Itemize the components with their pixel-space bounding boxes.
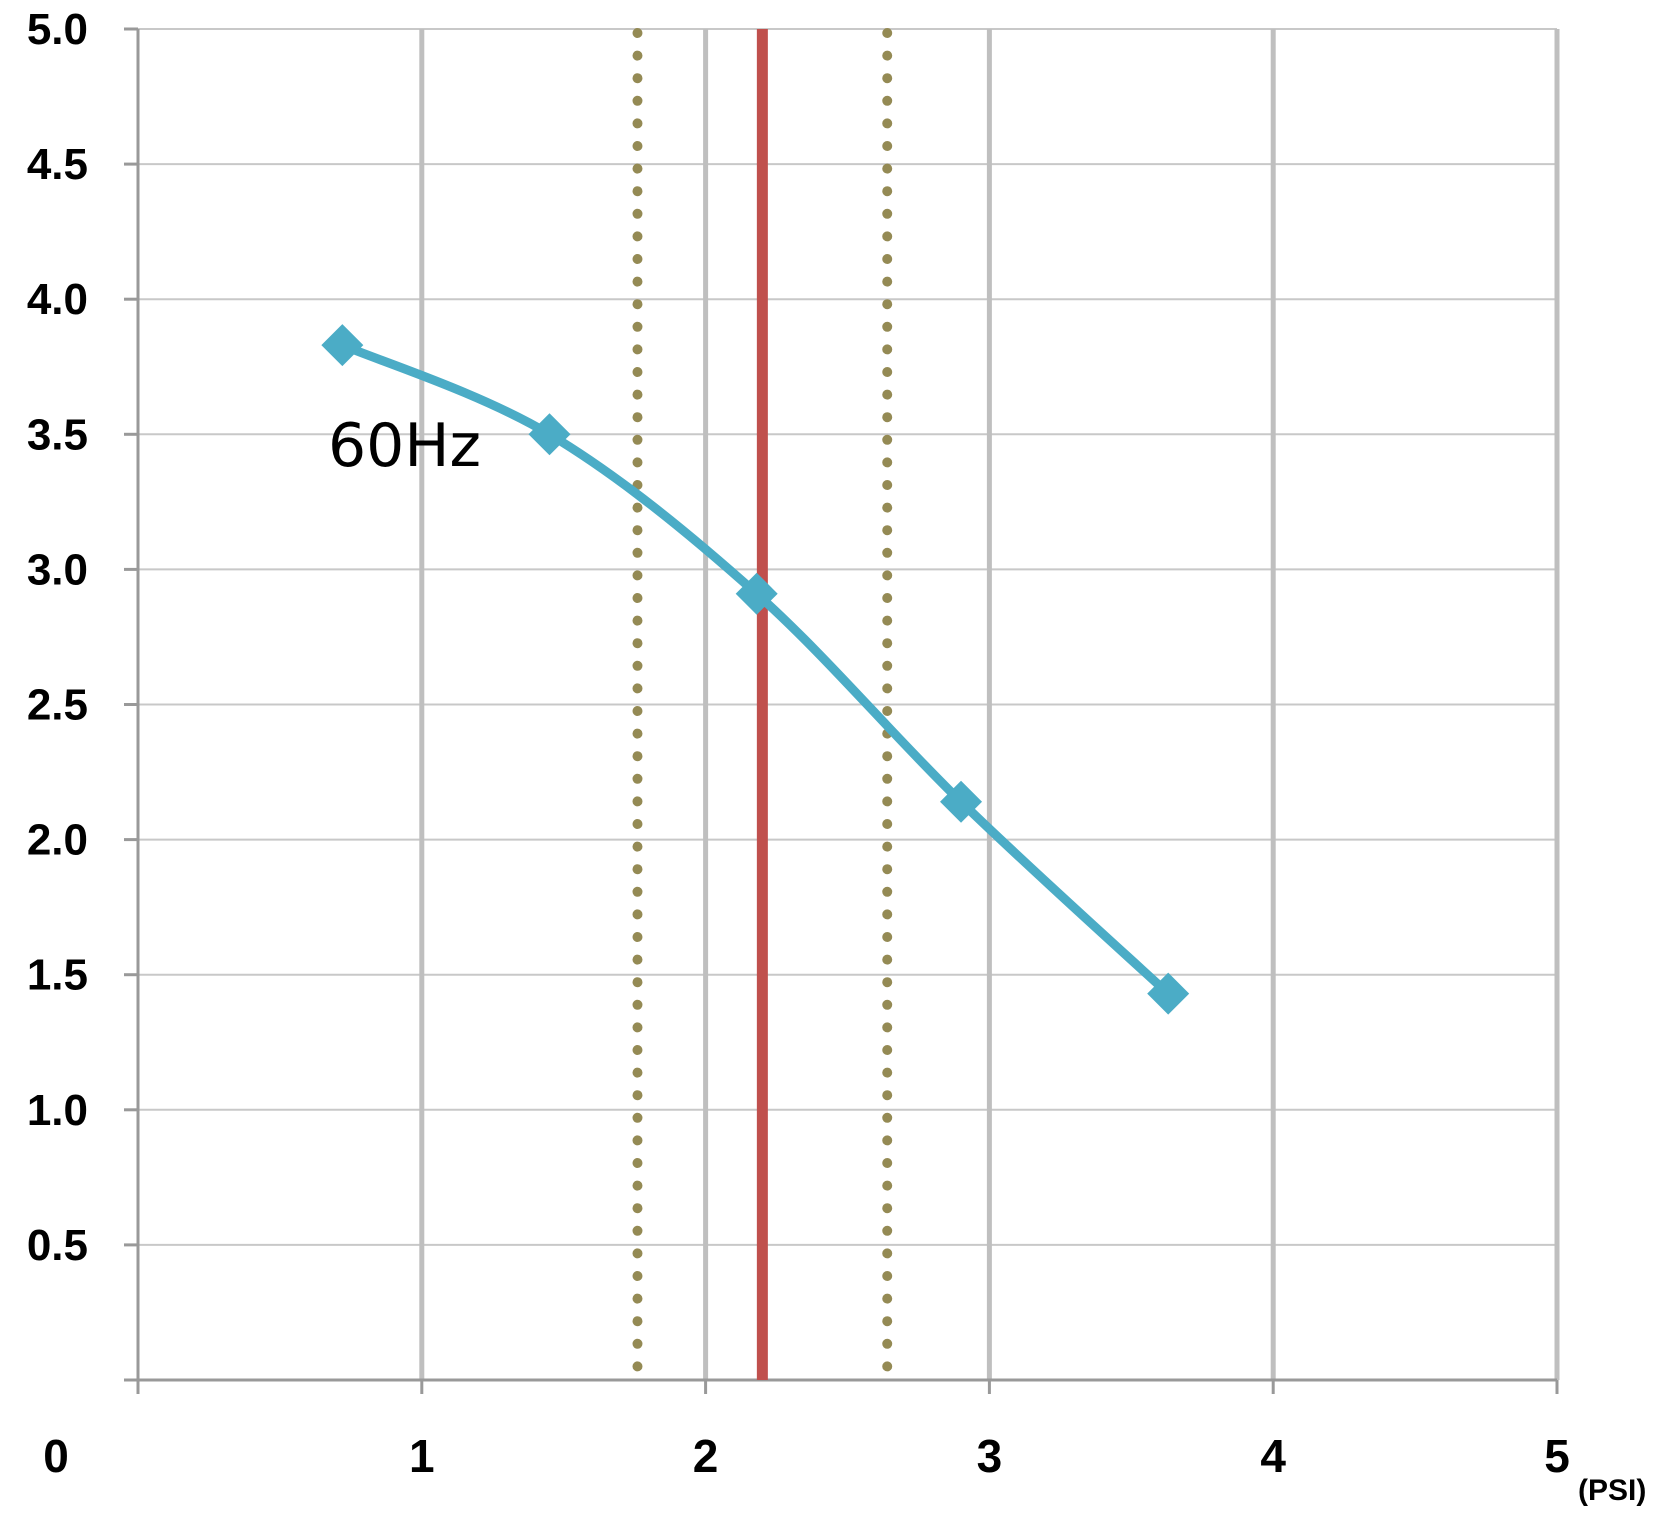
grid xyxy=(138,28,1560,1380)
y-tick-label: 3.0 xyxy=(27,545,88,594)
x-tick-label: 2 xyxy=(693,1430,719,1482)
series-layer xyxy=(321,324,1190,1015)
data-point xyxy=(528,413,571,456)
data-point xyxy=(321,324,364,367)
y-tick-label: 5.0 xyxy=(27,5,88,54)
x-tick-label: 1 xyxy=(409,1430,435,1482)
y-tick-label: 2.5 xyxy=(27,681,88,730)
data-point xyxy=(735,572,778,615)
tick-labels: 0.5 1.0 1.5 2.0 2.5 3.0 3.5 4.0 4.5 5.0 0 1 2 3 4 5(PSI… xyxy=(27,5,1647,1507)
x-tick-label: 3 xyxy=(977,1430,1003,1482)
series-label-60hz: 60Hz xyxy=(328,411,481,481)
y-tick-label: 4.0 xyxy=(27,275,88,324)
y-tick-label: 4.5 xyxy=(27,140,88,189)
x-tick-label: 4 xyxy=(1260,1430,1286,1482)
y-tick-label: 1.5 xyxy=(27,951,88,1000)
y-tick-label: 3.5 xyxy=(27,410,88,459)
x-axis-unit: (PSI) xyxy=(1578,1474,1646,1507)
reference-lines xyxy=(632,28,893,1385)
x-tick-label: 5 xyxy=(1544,1430,1570,1482)
x-tick-label: 0 xyxy=(43,1430,69,1482)
y-tick-label: 0.5 xyxy=(27,1221,88,1270)
y-tick-label: 1.0 xyxy=(27,1086,88,1135)
data-point xyxy=(940,780,983,823)
y-tick-label: 2.0 xyxy=(27,816,88,865)
axes xyxy=(124,27,1559,1394)
data-point xyxy=(1147,972,1190,1015)
